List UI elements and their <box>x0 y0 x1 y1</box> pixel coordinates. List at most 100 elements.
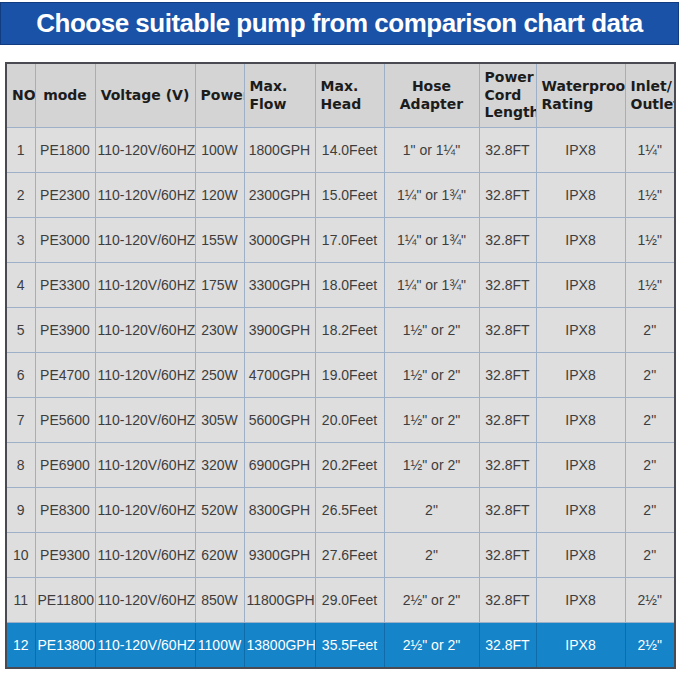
page-title: Choose suitable pump from comparison cha… <box>36 8 642 39</box>
cell-waterproof-rating: IPX8 <box>536 398 625 443</box>
cell-power-cord-length: 32.8FT <box>479 263 536 308</box>
cell-mode: PE13800 <box>35 623 95 669</box>
cell-voltage: 110-120V/60HZ <box>95 308 195 353</box>
cell-inlet-outlet: 2" <box>625 533 675 578</box>
table-row: 4PE3300110-120V/60HZ175W3300GPH18.0Feet1… <box>6 263 675 308</box>
cell-power: 175W <box>195 263 244 308</box>
cell-mode: PE5600 <box>35 398 95 443</box>
cell-max-head: 26.5Feet <box>315 488 384 533</box>
cell-power-cord-length: 32.8FT <box>479 218 536 263</box>
cell-mode: PE3300 <box>35 263 95 308</box>
cell-hose-adapter: 1¼" or 1¾" <box>384 218 479 263</box>
cell-max-head: 35.5Feet <box>315 623 384 669</box>
table-row: 3PE3000110-120V/60HZ155W3000GPH17.0Feet1… <box>6 218 675 263</box>
cell-waterproof-rating: IPX8 <box>536 218 625 263</box>
cell-max-flow: 4700GPH <box>244 353 315 398</box>
cell-no: 1 <box>6 128 35 173</box>
cell-voltage: 110-120V/60HZ <box>95 398 195 443</box>
cell-inlet-outlet: 1½" <box>625 263 675 308</box>
cell-inlet-outlet: 2" <box>625 308 675 353</box>
table-row: 10PE9300110-120V/60HZ620W9300GPH27.6Feet… <box>6 533 675 578</box>
page-title-banner: Choose suitable pump from comparison cha… <box>0 2 679 45</box>
cell-power: 250W <box>195 353 244 398</box>
cell-waterproof-rating: IPX8 <box>536 173 625 218</box>
cell-power: 1100W <box>195 623 244 669</box>
cell-power-cord-length: 32.8FT <box>479 353 536 398</box>
cell-power: 305W <box>195 398 244 443</box>
cell-hose-adapter: 1½" or 2" <box>384 353 479 398</box>
cell-inlet-outlet: 2½" <box>625 578 675 623</box>
cell-voltage: 110-120V/60HZ <box>95 263 195 308</box>
cell-power: 120W <box>195 173 244 218</box>
cell-hose-adapter: 2" <box>384 488 479 533</box>
cell-max-flow: 6900GPH <box>244 443 315 488</box>
cell-max-head: 18.0Feet <box>315 263 384 308</box>
cell-waterproof-rating: IPX8 <box>536 263 625 308</box>
cell-max-flow: 5600GPH <box>244 398 315 443</box>
cell-power-cord-length: 32.8FT <box>479 308 536 353</box>
cell-mode: PE11800 <box>35 578 95 623</box>
cell-mode: PE3900 <box>35 308 95 353</box>
table-row: 11PE11800110-120V/60HZ850W11800GPH29.0Fe… <box>6 578 675 623</box>
cell-max-head: 20.0Feet <box>315 398 384 443</box>
cell-power: 520W <box>195 488 244 533</box>
cell-max-flow: 1800GPH <box>244 128 315 173</box>
column-header-inlet-outlet: Inlet/ Outlet <box>625 63 675 128</box>
cell-power: 320W <box>195 443 244 488</box>
cell-waterproof-rating: IPX8 <box>536 578 625 623</box>
column-header-no: NO <box>6 63 35 128</box>
table-row: 1PE1800110-120V/60HZ100W1800GPH14.0Feet1… <box>6 128 675 173</box>
cell-power: 230W <box>195 308 244 353</box>
cell-waterproof-rating: IPX8 <box>536 488 625 533</box>
table-row: 6PE4700110-120V/60HZ250W4700GPH19.0Feet1… <box>6 353 675 398</box>
cell-max-flow: 8300GPH <box>244 488 315 533</box>
cell-inlet-outlet: 2" <box>625 488 675 533</box>
cell-hose-adapter: 1¼" or 1¾" <box>384 263 479 308</box>
cell-voltage: 110-120V/60HZ <box>95 353 195 398</box>
cell-hose-adapter: 1½" or 2" <box>384 308 479 353</box>
table-row-highlighted: 12PE13800110-120V/60HZ1100W13800GPH35.5F… <box>6 623 675 669</box>
cell-waterproof-rating: IPX8 <box>536 623 625 669</box>
cell-power-cord-length: 32.8FT <box>479 128 536 173</box>
cell-no: 7 <box>6 398 35 443</box>
column-header-hose-adapter: Hose Adapter <box>384 63 479 128</box>
cell-power-cord-length: 32.8FT <box>479 488 536 533</box>
cell-max-flow: 3300GPH <box>244 263 315 308</box>
cell-waterproof-rating: IPX8 <box>536 353 625 398</box>
cell-hose-adapter: 1½" or 2" <box>384 443 479 488</box>
cell-max-flow: 11800GPH <box>244 578 315 623</box>
cell-no: 10 <box>6 533 35 578</box>
cell-max-head: 29.0Feet <box>315 578 384 623</box>
cell-power: 850W <box>195 578 244 623</box>
cell-voltage: 110-120V/60HZ <box>95 173 195 218</box>
cell-power: 155W <box>195 218 244 263</box>
cell-voltage: 110-120V/60HZ <box>95 128 195 173</box>
column-header-power-cord-length: Power Cord Length <box>479 63 536 128</box>
cell-max-head: 27.6Feet <box>315 533 384 578</box>
table-row: 9PE8300110-120V/60HZ520W8300GPH26.5Feet2… <box>6 488 675 533</box>
cell-max-flow: 3900GPH <box>244 308 315 353</box>
cell-max-head: 15.0Feet <box>315 173 384 218</box>
column-header-mode: mode <box>35 63 95 128</box>
cell-hose-adapter: 1¼" or 1¾" <box>384 173 479 218</box>
cell-voltage: 110-120V/60HZ <box>95 443 195 488</box>
cell-max-head: 19.0Feet <box>315 353 384 398</box>
table-row: 7PE5600110-120V/60HZ305W5600GPH20.0Feet1… <box>6 398 675 443</box>
cell-max-flow: 13800GPH <box>244 623 315 669</box>
cell-no: 2 <box>6 173 35 218</box>
cell-power-cord-length: 32.8FT <box>479 443 536 488</box>
cell-mode: PE4700 <box>35 353 95 398</box>
cell-mode: PE2300 <box>35 173 95 218</box>
table-row: 2PE2300110-120V/60HZ120W2300GPH15.0Feet1… <box>6 173 675 218</box>
cell-waterproof-rating: IPX8 <box>536 533 625 578</box>
column-header-max-head: Max. Head <box>315 63 384 128</box>
cell-max-head: 14.0Feet <box>315 128 384 173</box>
cell-mode: PE9300 <box>35 533 95 578</box>
cell-hose-adapter: 1" or 1¼" <box>384 128 479 173</box>
cell-hose-adapter: 2½" or 2" <box>384 623 479 669</box>
cell-max-head: 20.2Feet <box>315 443 384 488</box>
cell-inlet-outlet: 1½" <box>625 173 675 218</box>
table-row: 5PE3900110-120V/60HZ230W3900GPH18.2Feet1… <box>6 308 675 353</box>
cell-voltage: 110-120V/60HZ <box>95 623 195 669</box>
cell-power-cord-length: 32.8FT <box>479 398 536 443</box>
